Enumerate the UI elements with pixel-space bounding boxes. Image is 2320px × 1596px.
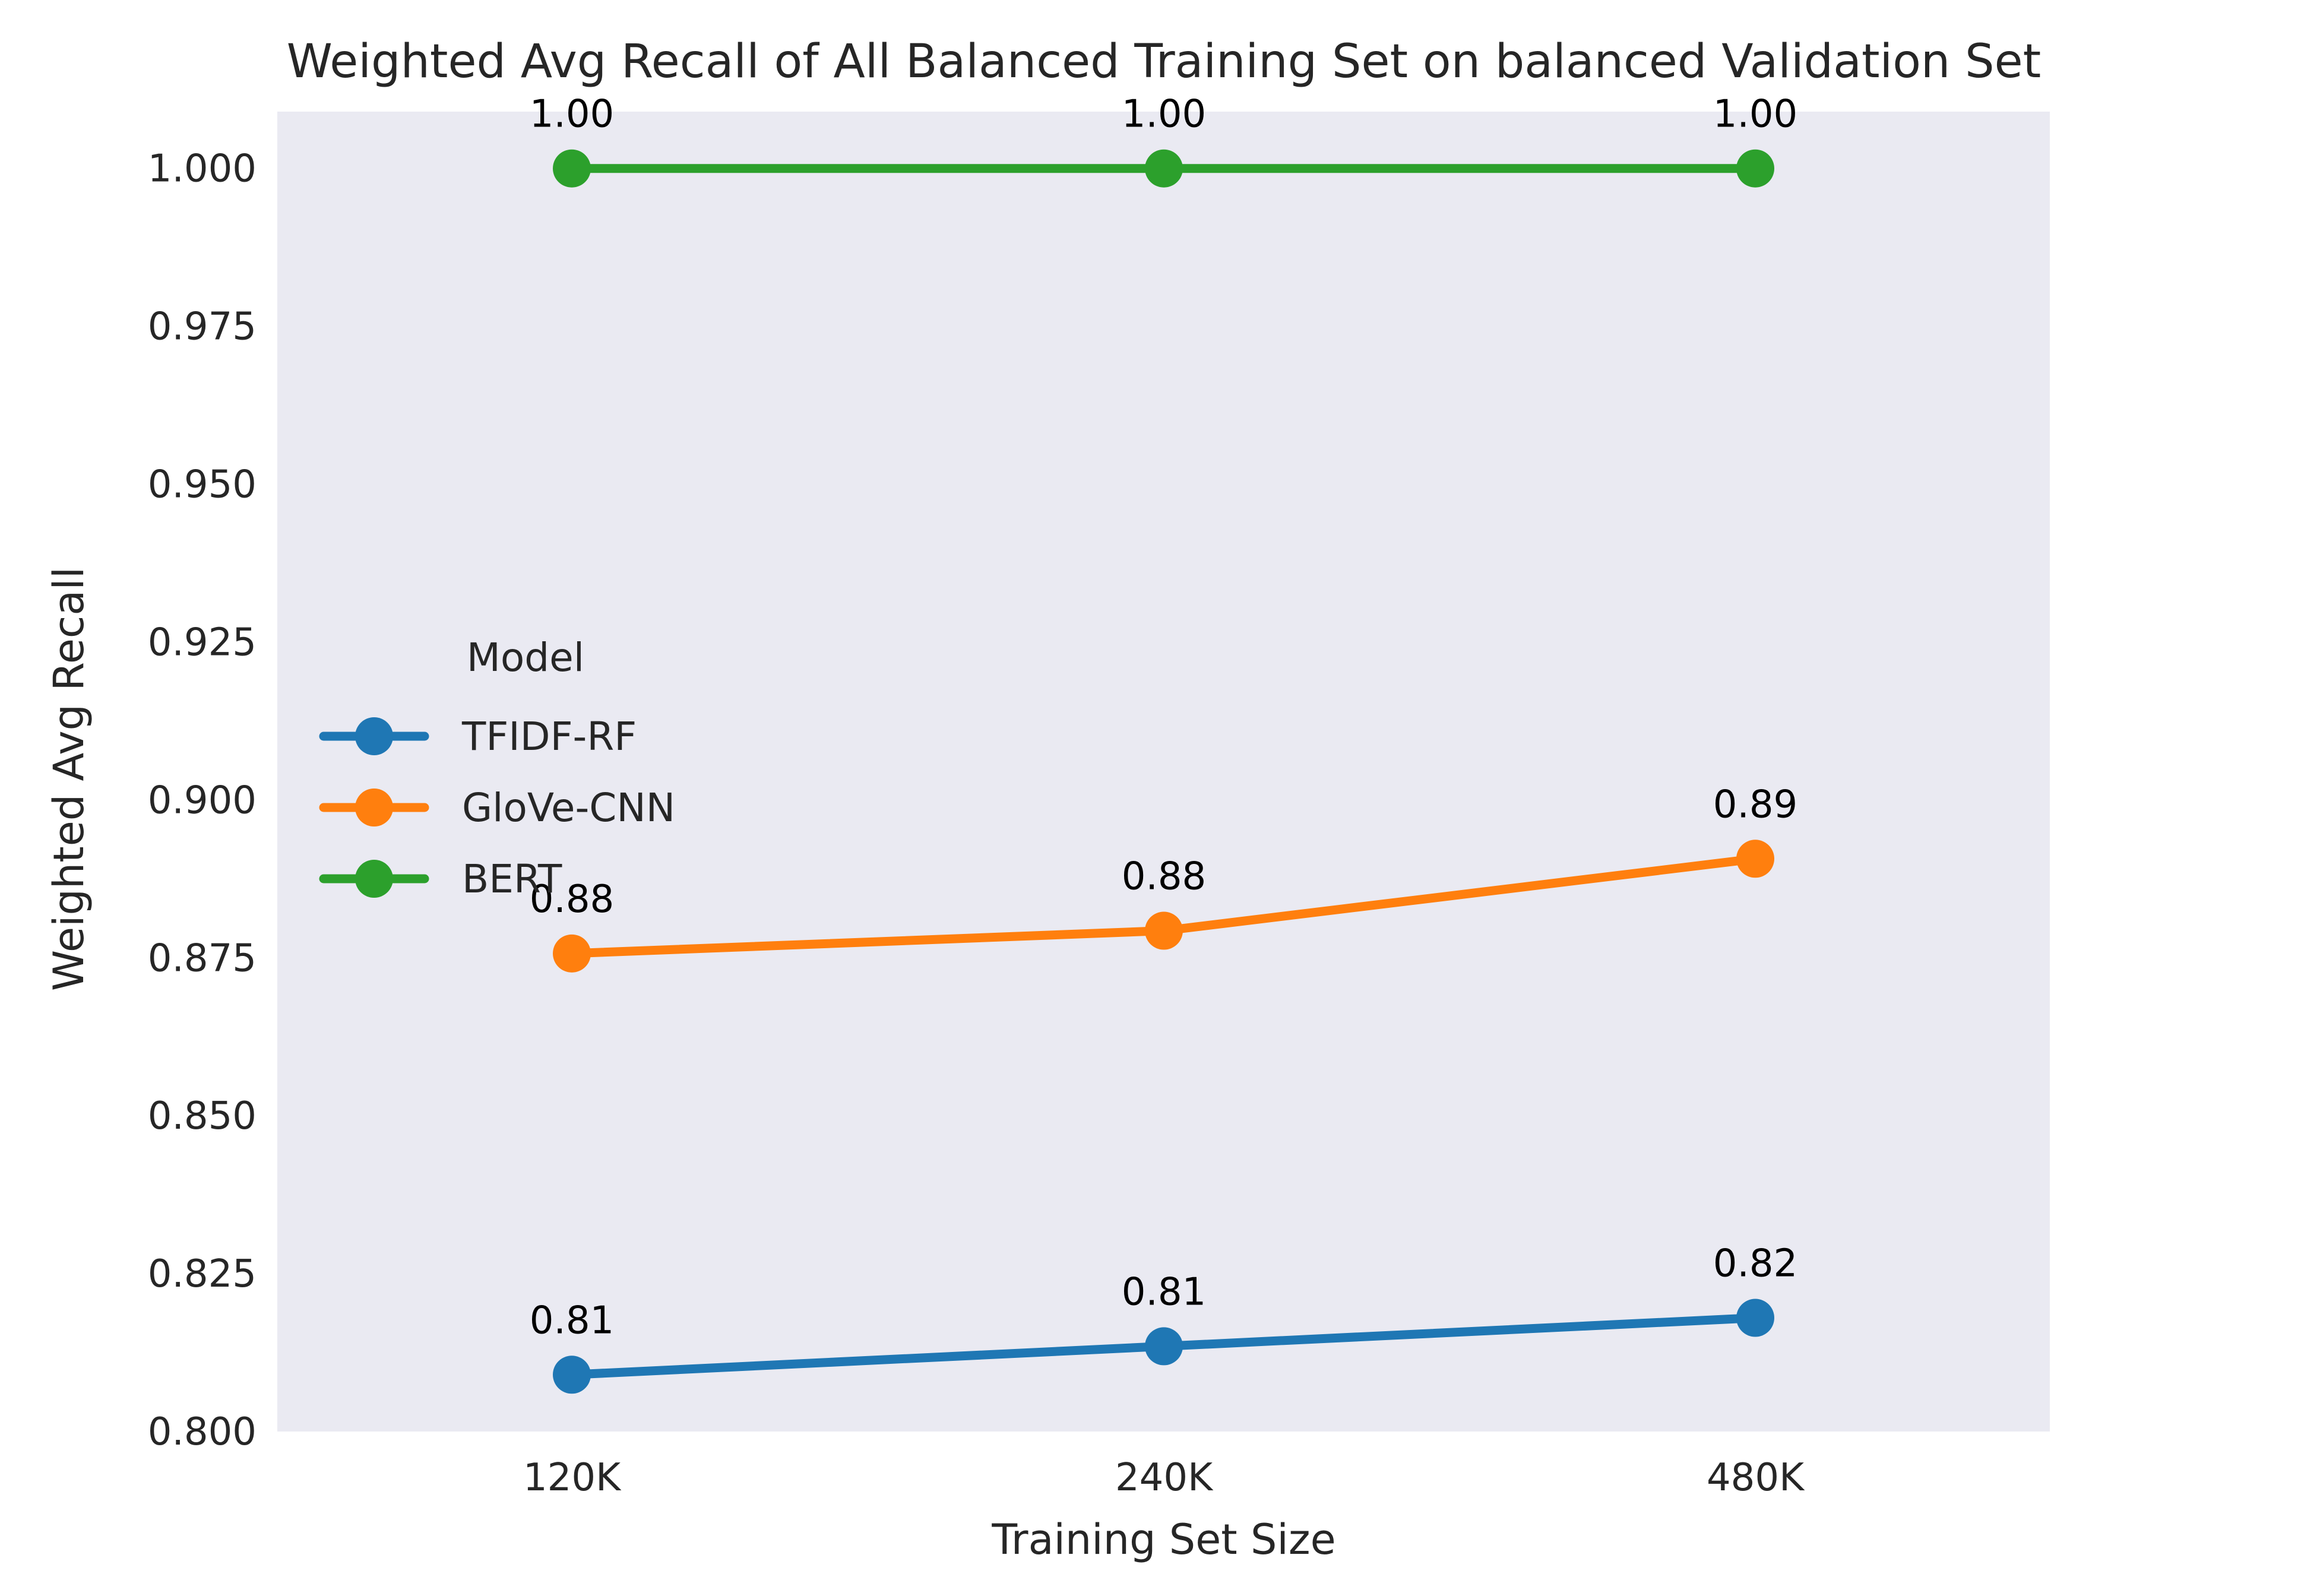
series-bert: [553, 149, 1774, 188]
data-point: [1736, 1299, 1774, 1337]
legend-label: TFIDF-RF: [461, 714, 637, 759]
data-label: 0.88: [530, 878, 615, 922]
x-tick-label: 480K: [1707, 1456, 1805, 1500]
legend-item: BERT: [319, 856, 562, 902]
legend-title: Model: [467, 635, 584, 680]
data-label: 0.81: [1122, 1270, 1207, 1314]
legend-marker: [355, 717, 393, 755]
legend-item: GloVe-CNN: [319, 785, 675, 831]
data-point: [1145, 911, 1183, 950]
y-tick-label: 1.000: [148, 147, 257, 191]
plot-area: [277, 112, 2050, 1432]
series-layer: [553, 149, 1774, 1394]
y-tick-label: 0.925: [148, 620, 257, 664]
data-label: 0.82: [1713, 1242, 1798, 1286]
legend-item: TFIDF-RF: [319, 714, 637, 759]
x-tick-label: 120K: [523, 1456, 622, 1500]
data-point: [553, 934, 591, 973]
data-point: [553, 1356, 591, 1394]
data-label: 0.81: [530, 1299, 615, 1342]
legend-marker: [355, 860, 393, 898]
data-labels-layer: 0.81 0.81 0.82 0.88 0.88 0.89 1.00 1.00 1.00: [530, 93, 1798, 1343]
legend-label: BERT: [462, 856, 562, 902]
series-glove-cnn: [553, 840, 1774, 973]
data-label: 1.00: [530, 93, 615, 137]
y-tick-label: 0.975: [148, 305, 257, 349]
y-axis-ticks: 0.800 0.825 0.850 0.875 0.900 0.925 0.950 0.975…: [148, 147, 257, 1454]
legend-label: GloVe-CNN: [462, 785, 675, 831]
y-tick-label: 0.800: [148, 1410, 257, 1454]
data-label: 1.00: [1713, 93, 1798, 137]
y-tick-label: 0.875: [148, 936, 257, 980]
y-tick-label: 0.825: [148, 1252, 257, 1296]
y-tick-label: 0.850: [148, 1094, 257, 1138]
y-axis-label: Weighted Avg Recall: [45, 567, 93, 991]
legend-marker: [355, 788, 393, 826]
data-label: 0.89: [1713, 783, 1798, 826]
data-point: [1145, 149, 1183, 188]
x-axis-label: Training Set Size: [991, 1515, 1335, 1564]
chart-title: Weighted Avg Recall of All Balanced Trai…: [287, 35, 2041, 88]
y-tick-label: 0.950: [148, 463, 257, 507]
data-point: [553, 149, 591, 188]
data-label: 1.00: [1122, 93, 1207, 137]
x-tick-label: 240K: [1115, 1456, 1214, 1500]
series-tfidf-rf: [553, 1299, 1774, 1394]
data-point: [1736, 840, 1774, 878]
data-label: 0.88: [1122, 855, 1207, 899]
data-point: [1736, 149, 1774, 188]
legend: Model TFIDF-RF GloVe-CNN BERT: [319, 635, 675, 902]
data-point: [1145, 1327, 1183, 1366]
x-axis-ticks: 120K 240K 480K: [523, 1456, 1805, 1500]
y-tick-label: 0.900: [148, 778, 257, 822]
